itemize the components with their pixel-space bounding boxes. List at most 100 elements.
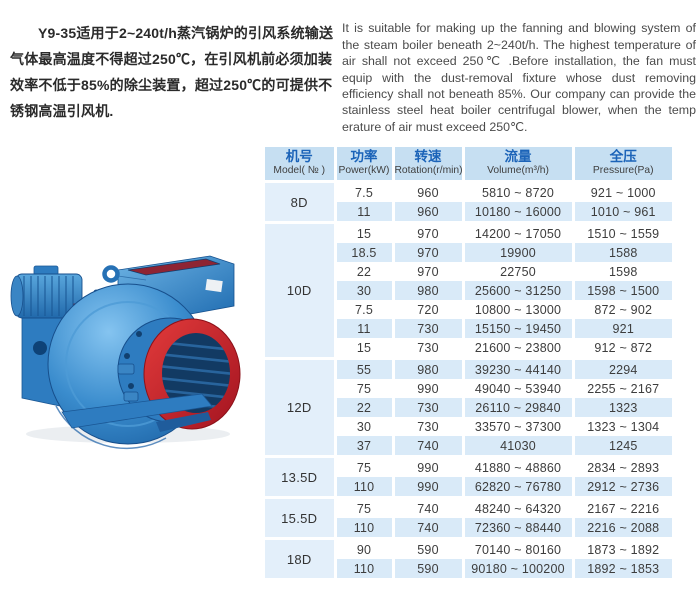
column-header-model-en: Model( № ) — [273, 165, 326, 176]
column-header-model: 机号 Model( № ) — [265, 147, 335, 183]
table-row: 12D 55 980 39230 ~ 44140 2294 — [265, 357, 672, 457]
duct-label — [205, 278, 223, 293]
data-cell: 970 — [391, 243, 463, 262]
table-row: 8D 7.5 960 5810 ~ 8720 921 ~ 1000 — [265, 181, 672, 223]
data-cell: 990 — [391, 455, 463, 477]
data-cell: 26110 ~ 29840 — [461, 398, 573, 417]
data-cell: 730 — [391, 417, 463, 436]
data-cell: 15 — [333, 221, 393, 243]
table-row: 13.5D 75 990 41880 ~ 48860 2834 ~ 2893 — [265, 455, 672, 498]
data-cell: 2216 ~ 2088 — [571, 518, 672, 539]
spec-table-header: 机号 Model( № ) 功率 Power(kW) 转速 Rotation(r… — [265, 147, 672, 183]
data-cell: 912 ~ 872 — [571, 338, 672, 359]
data-cell: 10800 ~ 13000 — [461, 300, 573, 319]
data-cell: 22 — [333, 398, 393, 417]
data-cell: 1245 — [571, 436, 672, 457]
data-cell: 980 — [391, 357, 463, 379]
table-row: 75 990 49040 ~ 53940 2255 ~ 2167 — [265, 379, 672, 398]
column-header-pressure: 全压 Pressure(Pa) — [571, 147, 672, 183]
column-header-volume-cn: 流量 — [504, 149, 532, 164]
data-cell: 30 — [333, 417, 393, 436]
data-cell: 21600 ~ 23800 — [461, 338, 573, 359]
data-cell: 1010 ~ 961 — [571, 202, 672, 223]
model-cell: 12D — [265, 357, 335, 457]
table-row: 15.5D 75 740 48240 ~ 64320 2167 ~ 2216 — [265, 496, 672, 539]
intro-paragraph-chinese: Y9-35适用于2~240t/h蒸汽锅炉的引风系统输送气体最高温度不得超过250… — [10, 25, 334, 119]
data-cell: 15 — [333, 338, 393, 359]
base-frame — [61, 393, 213, 432]
table-row: 22 970 22750 1598 — [265, 262, 672, 281]
data-cell: 590 — [391, 559, 463, 578]
data-cell: 10180 ~ 16000 — [461, 202, 573, 223]
column-header-volume-en: Volume(m³/h) — [487, 165, 549, 176]
column-header-rotation-en: Rotation(r/min) — [394, 165, 463, 176]
data-cell: 75 — [333, 496, 393, 518]
data-cell: 980 — [391, 281, 463, 300]
data-cell: 11 — [333, 319, 393, 338]
data-cell: 7.5 — [333, 300, 393, 319]
data-cell: 15150 ~ 19450 — [461, 319, 573, 338]
model-cell: 8D — [265, 181, 335, 223]
column-header-power-cn: 功率 — [350, 149, 378, 164]
column-header-volume: 流量 Volume(m³/h) — [461, 147, 573, 183]
data-cell: 14200 ~ 17050 — [461, 221, 573, 243]
data-cell: 22 — [333, 262, 393, 281]
data-cell: 39230 ~ 44140 — [461, 357, 573, 379]
model-cell: 13.5D — [265, 455, 335, 498]
table-row: 30 730 33570 ~ 37300 1323 ~ 1304 — [265, 417, 672, 436]
model-cell: 18D — [265, 537, 335, 578]
model-cell: 15.5D — [265, 496, 335, 539]
table-row: 18D 90 590 70140 ~ 80160 1873 ~ 1892 — [265, 537, 672, 578]
data-cell: 1588 — [571, 243, 672, 262]
data-cell: 70140 ~ 80160 — [461, 537, 573, 559]
data-cell: 1323 — [571, 398, 672, 417]
table-row: 18.5 970 19900 1588 — [265, 243, 672, 262]
data-cell: 110 — [333, 559, 393, 578]
spec-table: 机号 Model( № ) 功率 Power(kW) 转速 Rotation(r… — [265, 147, 672, 578]
table-row: 11 960 10180 ~ 16000 1010 ~ 961 — [265, 202, 672, 223]
table-row: 30 980 25600 ~ 31250 1598 ~ 1500 — [265, 281, 672, 300]
column-header-model-cn: 机号 — [285, 149, 313, 164]
data-cell: 62820 ~ 76780 — [461, 477, 573, 498]
table-row: 110 590 90180 ~ 100200 1892 ~ 1853 — [265, 559, 672, 578]
data-cell: 1873 ~ 1892 — [571, 537, 672, 559]
data-cell: 1598 ~ 1500 — [571, 281, 672, 300]
data-cell: 5810 ~ 8720 — [461, 181, 573, 202]
model-cell: 10D — [265, 221, 335, 359]
data-cell: 740 — [391, 436, 463, 457]
lifting-eye — [102, 265, 120, 283]
data-cell: 30 — [333, 281, 393, 300]
column-header-pressure-en: Pressure(Pa) — [592, 165, 654, 176]
data-cell: 22750 — [461, 262, 573, 281]
table-row: 10D 15 970 14200 ~ 17050 1510 ~ 1559 — [265, 221, 672, 359]
data-cell: 49040 ~ 53940 — [461, 379, 573, 398]
data-cell: 921 ~ 1000 — [571, 181, 672, 202]
table-row: 37 740 41030 1245 — [265, 436, 672, 457]
data-cell: 41880 ~ 48860 — [461, 455, 573, 477]
data-cell: 921 — [571, 319, 672, 338]
data-cell: 19900 — [461, 243, 573, 262]
data-cell: 25600 ~ 31250 — [461, 281, 573, 300]
data-cell: 1892 ~ 1853 — [571, 559, 672, 578]
data-cell: 37 — [333, 436, 393, 457]
column-header-rotation: 转速 Rotation(r/min) — [391, 147, 463, 183]
table-row: 15 730 21600 ~ 23800 912 ~ 872 — [265, 338, 672, 359]
data-cell: 740 — [391, 496, 463, 518]
table-row: 110 990 62820 ~ 76780 2912 ~ 2736 — [265, 477, 672, 498]
fan-illustration — [10, 255, 241, 450]
column-header-rotation-cn: 转速 — [414, 149, 442, 164]
data-cell: 590 — [391, 537, 463, 559]
data-cell: 2912 ~ 2736 — [571, 477, 672, 498]
column-header-power-en: Power(kW) — [338, 165, 390, 176]
data-cell: 2255 ~ 2167 — [571, 379, 672, 398]
data-cell: 960 — [391, 181, 463, 202]
product-photo-fan — [6, 246, 250, 450]
data-cell: 48240 ~ 64320 — [461, 496, 573, 518]
data-cell: 75 — [333, 455, 393, 477]
data-cell: 720 — [391, 300, 463, 319]
data-cell: 730 — [391, 319, 463, 338]
data-cell: 11 — [333, 202, 393, 223]
data-cell: 970 — [391, 262, 463, 281]
data-cell: 90 — [333, 537, 393, 559]
